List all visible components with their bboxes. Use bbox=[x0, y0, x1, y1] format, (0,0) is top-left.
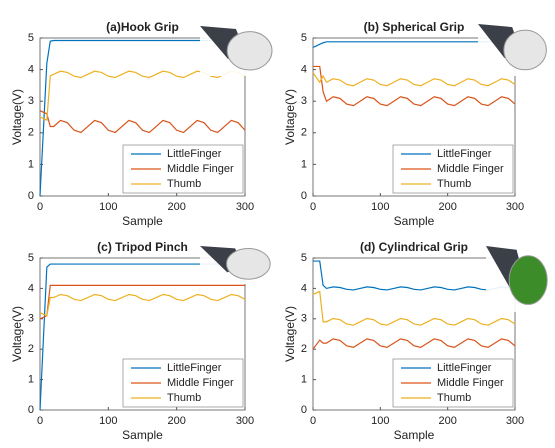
object bbox=[227, 248, 271, 279]
x-axis-label: Sample bbox=[122, 214, 163, 228]
y-tick-label: 0 bbox=[28, 190, 34, 202]
y-tick-label: 2 bbox=[28, 127, 34, 139]
x-tick-label: 0 bbox=[310, 201, 316, 213]
y-tick-label: 3 bbox=[301, 313, 307, 325]
x-tick-label: 100 bbox=[371, 201, 389, 213]
y-tick-label: 5 bbox=[301, 32, 307, 44]
chart-title: (c) Tripod Pinch bbox=[97, 240, 188, 254]
legend-label: LittleFinger bbox=[167, 148, 222, 160]
object bbox=[509, 256, 547, 305]
x-tick-label: 300 bbox=[236, 415, 254, 427]
legend-label: Middle Finger bbox=[167, 377, 234, 389]
x-tick-label: 200 bbox=[167, 201, 185, 213]
x-tick-label: 0 bbox=[37, 201, 43, 213]
x-axis-label: Sample bbox=[394, 214, 435, 228]
y-tick-label: 3 bbox=[301, 95, 307, 107]
legend-label: Middle Finger bbox=[167, 163, 234, 175]
object bbox=[504, 30, 547, 70]
grip-photo bbox=[200, 16, 280, 76]
y-tick-label: 5 bbox=[301, 252, 307, 264]
y-axis-label: Voltage(V) bbox=[283, 89, 297, 145]
x-tick-label: 300 bbox=[506, 415, 524, 427]
y-tick-label: 0 bbox=[301, 404, 307, 416]
x-tick-label: 100 bbox=[99, 201, 117, 213]
y-tick-label: 5 bbox=[28, 32, 34, 44]
legend-label: Thumb bbox=[437, 178, 471, 190]
x-tick-label: 100 bbox=[371, 415, 389, 427]
chart-title: (d) Cylindrical Grip bbox=[360, 240, 468, 254]
legend-label: Thumb bbox=[437, 392, 471, 404]
y-tick-label: 1 bbox=[28, 374, 34, 386]
y-tick-label: 3 bbox=[28, 95, 34, 107]
x-tick-label: 0 bbox=[310, 415, 316, 427]
y-tick-label: 1 bbox=[28, 158, 34, 170]
legend-label: Middle Finger bbox=[437, 377, 504, 389]
grip-photo bbox=[478, 14, 554, 76]
y-tick-label: 1 bbox=[301, 374, 307, 386]
y-tick-label: 1 bbox=[301, 158, 307, 170]
y-tick-label: 4 bbox=[28, 64, 34, 76]
x-axis-label: Sample bbox=[122, 428, 163, 442]
x-tick-label: 200 bbox=[438, 201, 456, 213]
y-axis-label: Voltage(V) bbox=[10, 89, 24, 145]
legend-label: Middle Finger bbox=[437, 163, 504, 175]
y-axis-label: Voltage(V) bbox=[10, 306, 24, 362]
chart-title: (b) Spherical Grip bbox=[364, 20, 465, 34]
y-tick-label: 4 bbox=[301, 64, 307, 76]
legend-label: Thumb bbox=[167, 178, 201, 190]
y-tick-label: 4 bbox=[28, 282, 34, 294]
y-tick-label: 2 bbox=[301, 343, 307, 355]
legend-label: LittleFinger bbox=[437, 362, 492, 374]
y-tick-label: 2 bbox=[28, 343, 34, 355]
x-axis-label: Sample bbox=[394, 428, 435, 442]
figure: 0123450100200300SampleVoltage(V)(a)Hook … bbox=[0, 0, 555, 448]
y-tick-label: 3 bbox=[28, 313, 34, 325]
y-tick-label: 0 bbox=[28, 404, 34, 416]
x-tick-label: 300 bbox=[506, 201, 524, 213]
x-tick-label: 0 bbox=[37, 415, 43, 427]
legend-label: Thumb bbox=[167, 392, 201, 404]
x-tick-label: 100 bbox=[99, 415, 117, 427]
y-tick-label: 4 bbox=[301, 282, 307, 294]
y-tick-label: 0 bbox=[301, 190, 307, 202]
y-tick-label: 2 bbox=[301, 127, 307, 139]
grip-photo bbox=[486, 236, 554, 312]
x-tick-label: 300 bbox=[236, 201, 254, 213]
object bbox=[227, 32, 272, 70]
y-tick-label: 5 bbox=[28, 252, 34, 264]
x-tick-label: 200 bbox=[167, 415, 185, 427]
grip-photo bbox=[200, 236, 278, 284]
legend-label: LittleFinger bbox=[437, 148, 492, 160]
chart-title: (a)Hook Grip bbox=[106, 20, 179, 34]
y-axis-label: Voltage(V) bbox=[283, 306, 297, 362]
legend-label: LittleFinger bbox=[167, 362, 222, 374]
x-tick-label: 200 bbox=[438, 415, 456, 427]
